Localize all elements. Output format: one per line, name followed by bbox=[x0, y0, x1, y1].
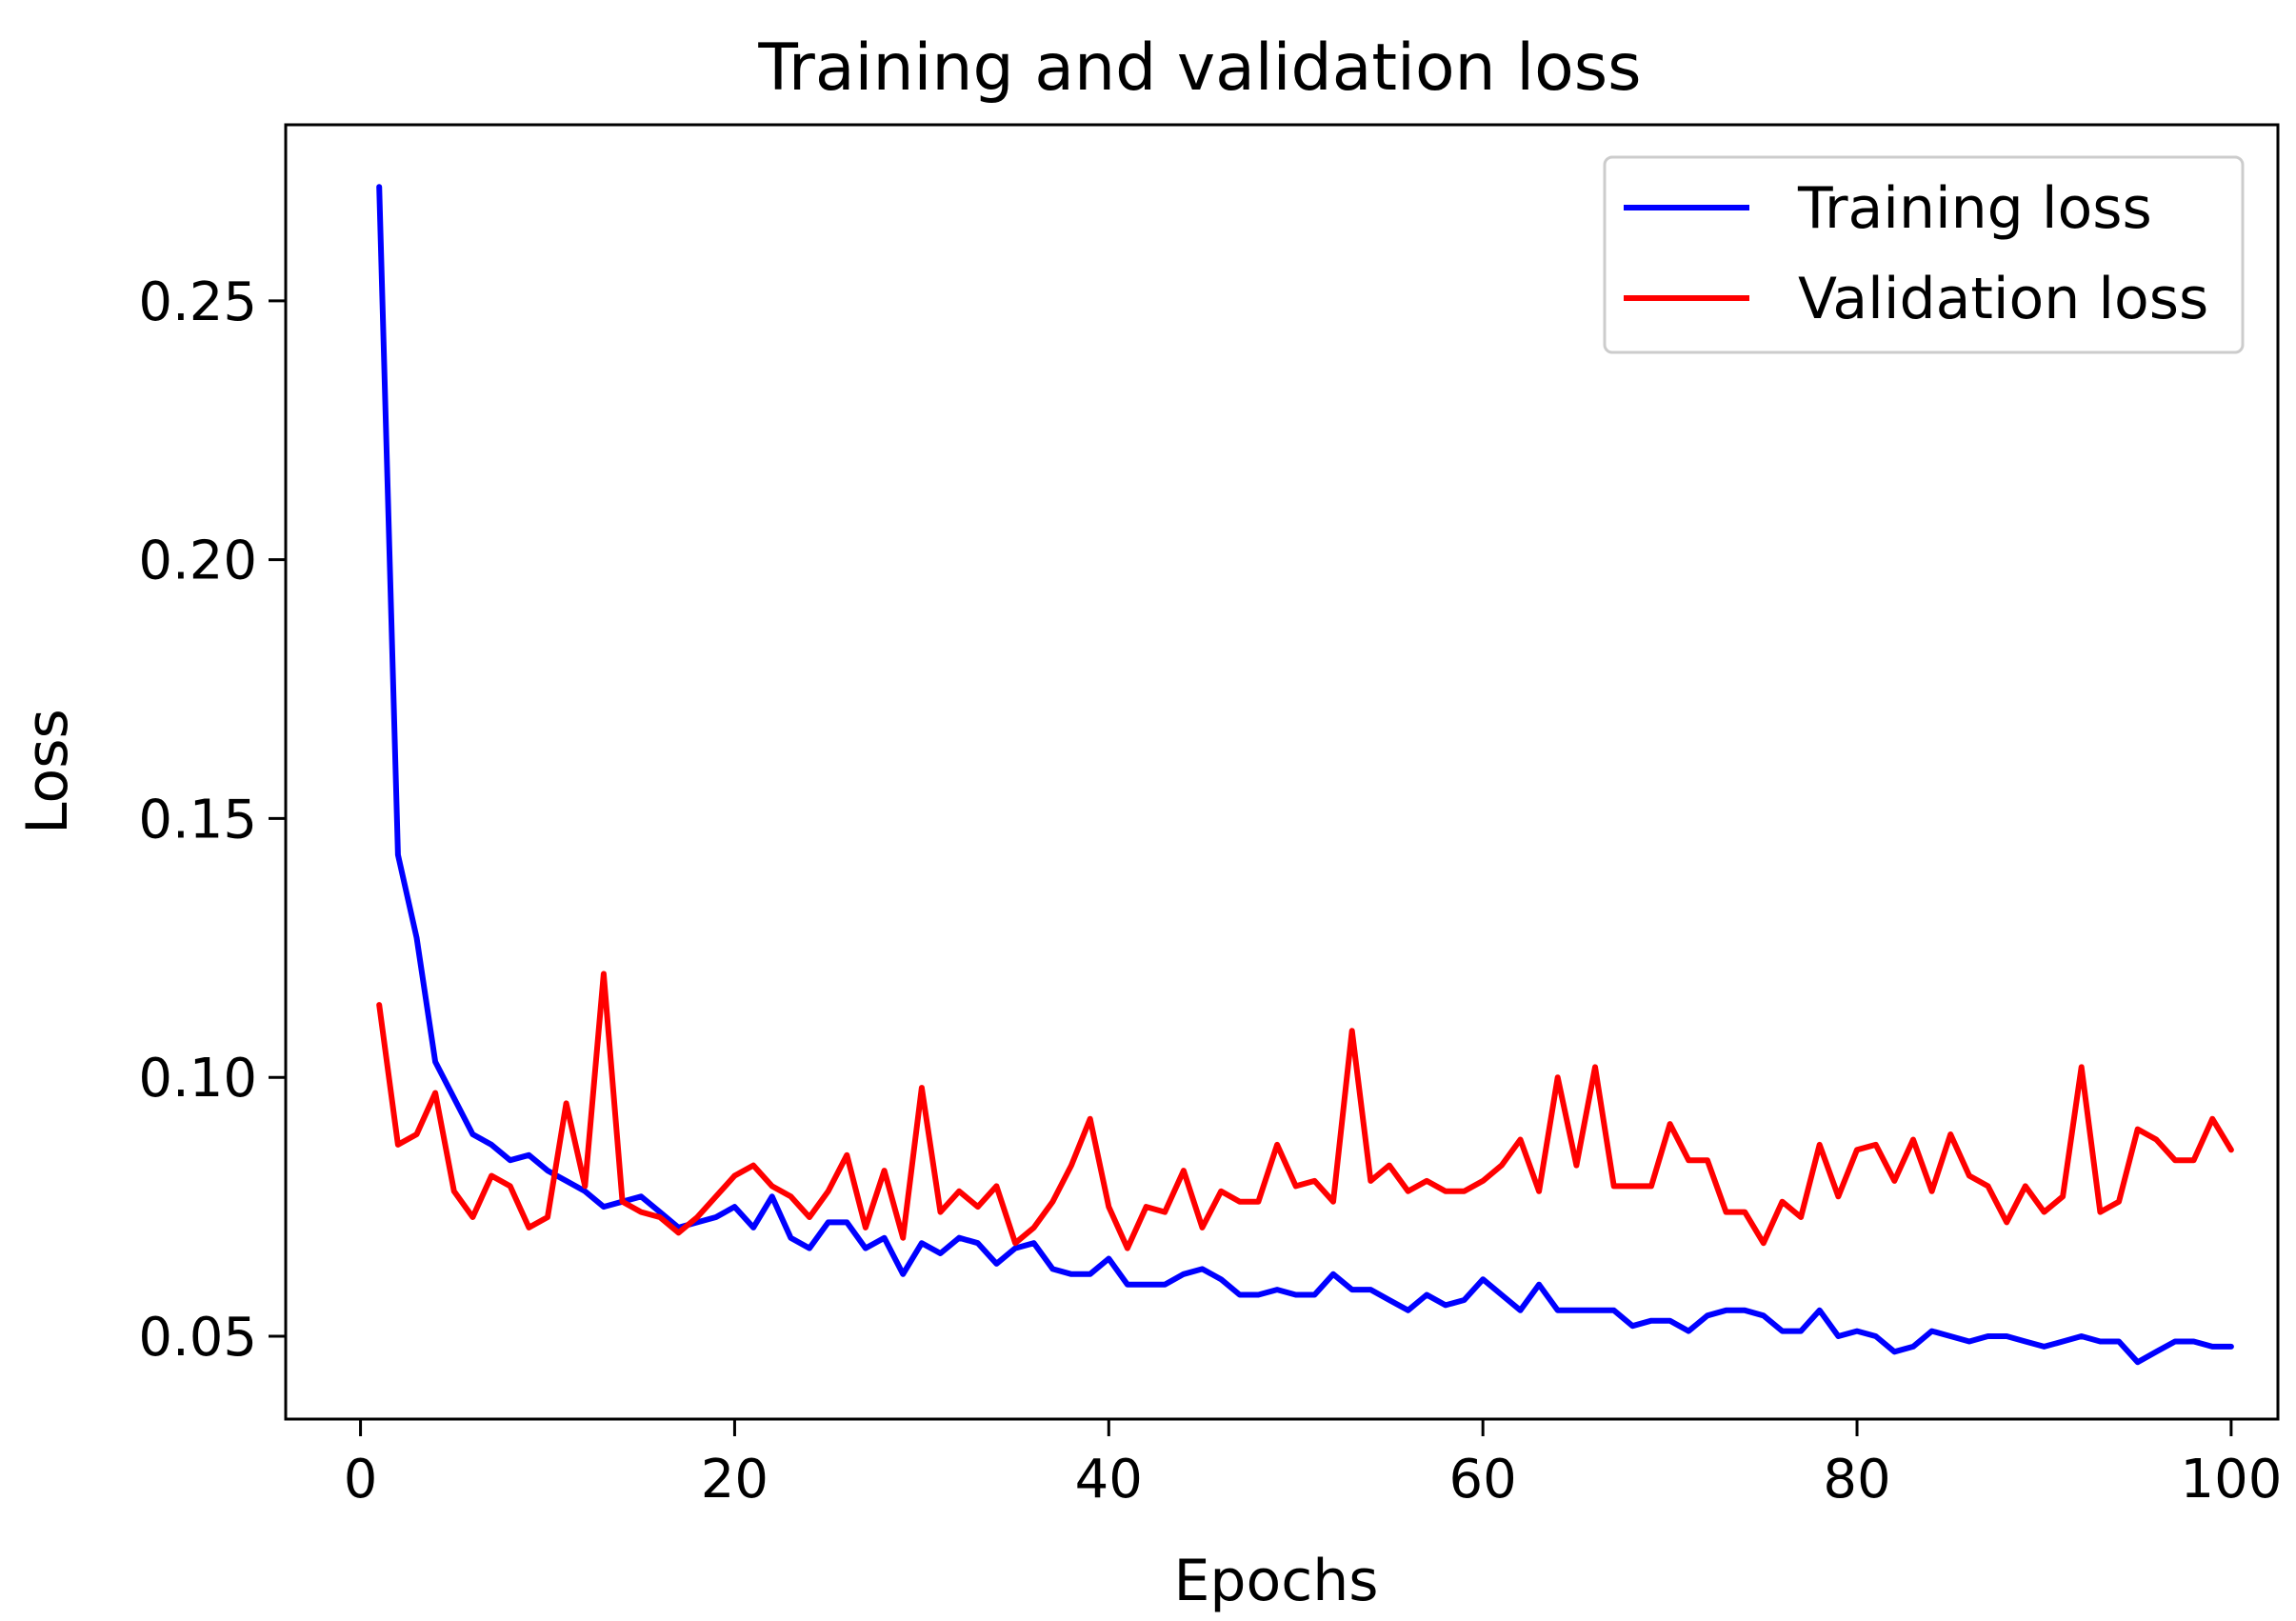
legend-label-training-loss: Training loss bbox=[1797, 175, 2152, 242]
y-tick-label: 0.25 bbox=[138, 271, 257, 333]
x-tick-label: 100 bbox=[2180, 1449, 2282, 1511]
x-tick-label: 0 bbox=[344, 1449, 378, 1511]
series-line-validation-loss bbox=[376, 971, 2234, 1251]
legend: Training loss Validation loss bbox=[1603, 155, 2245, 354]
y-axis-label: Loss bbox=[14, 709, 81, 834]
plot-frame bbox=[284, 123, 2280, 1421]
legend-box bbox=[1603, 155, 2245, 354]
x-tick-label: 80 bbox=[1823, 1449, 1890, 1511]
x-axis: 0 20 40 60 80 100 bbox=[344, 1419, 2282, 1511]
y-tick-label: 0.20 bbox=[138, 530, 257, 592]
x-tick-label: 40 bbox=[1075, 1449, 1143, 1511]
y-tick-label: 0.15 bbox=[138, 789, 257, 851]
x-tick-label: 20 bbox=[701, 1449, 769, 1511]
y-tick-label: 0.05 bbox=[138, 1307, 257, 1369]
x-axis-label: Epochs bbox=[1174, 1548, 1379, 1614]
y-axis: 0.05 0.10 0.15 0.20 0.25 bbox=[138, 271, 286, 1369]
legend-label-validation-loss: Validation loss bbox=[1798, 266, 2208, 332]
y-tick-label: 0.10 bbox=[138, 1048, 257, 1110]
chart-title: Training and validation loss bbox=[757, 30, 1641, 106]
series-layer bbox=[376, 184, 2234, 1366]
x-tick-label: 60 bbox=[1449, 1449, 1517, 1511]
